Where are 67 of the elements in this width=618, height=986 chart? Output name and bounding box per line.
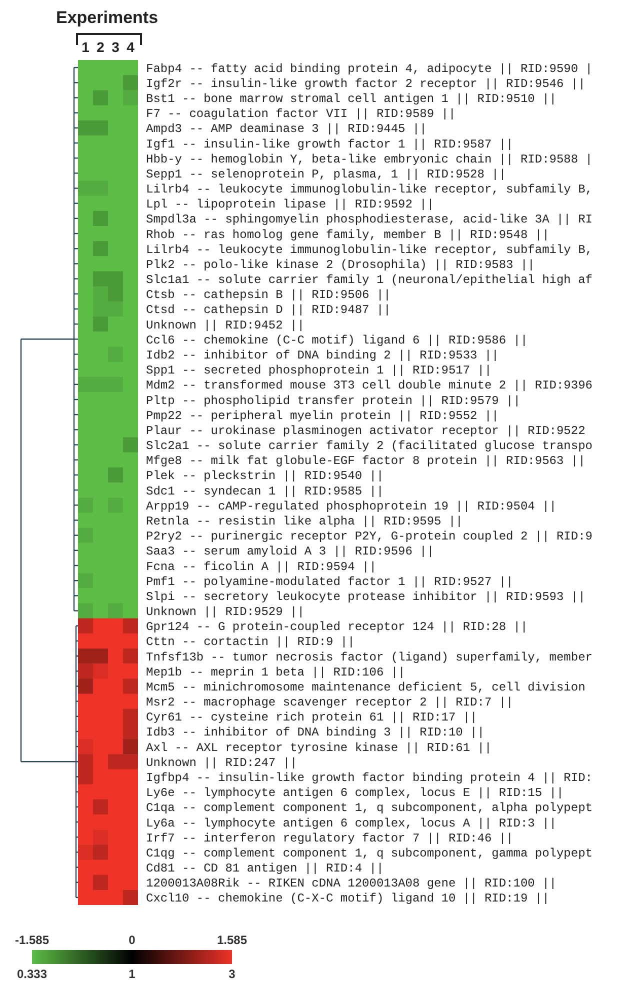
y-tick-label: Plk2 -- polo-like kinase 2 (Drosophila) || RID:9583 || — [146, 258, 535, 272]
y-tick-label: Hbb-y -- hemoglobin Y, beta-like embryonic chain || RID:9588 | — [146, 152, 592, 166]
y-tick-label: Unknown || RID:247 || — [146, 756, 298, 770]
text: 0.333 — [16, 967, 48, 981]
x-tick-label: 3 — [112, 39, 120, 55]
y-tick-label: Mfge8 -- milk fat globule-EGF factor 8 protein || RID:9563 || — [146, 454, 586, 468]
y-tick-label: Plek -- pleckstrin || RID:9540 || — [146, 469, 384, 484]
y-tick-label: Lilrb4 -- leukocyte immunoglobulin-like receptor, subfamily B, — [146, 242, 592, 257]
y-tick-label: Msr2 -- macrophage scavenger receptor 2 || RID:7 || — [146, 696, 514, 710]
y-tick-label: Ctsb -- cathepsin B || RID:9506 || — [146, 288, 391, 302]
y-tick-label: Cyr61 -- cysteine rich protein 61 || RID:17 || — [146, 710, 478, 725]
y-tick-label: Ctsd -- cathepsin D || RID:9487 || — [146, 303, 391, 318]
y-tick-label: Fcna -- ficolin A || RID:9594 || — [146, 560, 376, 574]
y-tick-label: Lilrb4 -- leukocyte immunoglobulin-like receptor, subfamily B, — [146, 182, 592, 197]
y-tick-label: Igfbp4 -- insulin-like growth factor binding protein 4 || RID: — [146, 771, 592, 785]
x-tick-label: 2 — [96, 39, 105, 55]
y-tick-label: Cttn -- cortactin || RID:9 || — [146, 635, 355, 650]
y-tick-label: Pmp22 -- peripheral myelin protein || RID:9552 || — [146, 408, 499, 423]
y-tick-label: Igf1 -- insulin-like growth factor 1 || RID:9587 || — [146, 137, 514, 152]
y-tick-label: Igf2r -- insulin-like growth factor 2 receptor || RID:9546 || — [146, 76, 586, 91]
y-tick-label: Axl -- AXL receptor tyrosine kinase || RID:61 || — [146, 740, 492, 755]
y-tick-label: C1qa -- complement component 1, q subcomponent, alpha polypept — [146, 801, 592, 816]
x-tick-label: 4 — [126, 39, 135, 55]
y-tick-label: Ly6e -- lymphocyte antigen 6 complex, locus E || RID:15 || — [146, 786, 564, 800]
y-tick-label: Smpdl3a -- sphingomyelin phosphodiesterase, acid-like 3A || RI — [146, 212, 592, 227]
chart-title: Experiments — [56, 8, 158, 28]
y-tick-label: Irf7 -- interferon regulatory factor 7 || RID:46 || — [146, 831, 514, 846]
x-tick-label: 1 — [82, 39, 90, 55]
y-tick-label: Mdm2 -- transformed mouse 3T3 cell double minute 2 || RID:9396 — [146, 378, 592, 393]
y-tick-label: F7 -- coagulation factor VII || RID:9589 || — [146, 107, 456, 122]
y-tick-label: Ccl6 -- chemokine (C-C motif) ligand 6 || RID:9586 || — [146, 333, 528, 348]
y-tick-label: Ly6a -- lymphocyte antigen 6 complex, locus A || RID:3 || — [146, 816, 556, 830]
y-tick-label: Cxcl10 -- chemokine (C-X-C motif) ligand 10 || RID:19 || — [146, 892, 550, 906]
y-tick-label: Fabp4 -- fatty acid binding protein 4, adipocyte || RID:9590 | — [146, 62, 592, 76]
y-tick-label: C1qg -- complement component 1, q subcomponent, gamma polypept — [146, 846, 592, 860]
y-tick-label: Retnla -- resistin like alpha || RID:9595 || — [146, 514, 463, 528]
text: 1 — [128, 967, 136, 981]
y-tick-label: Idb3 -- inhibitor of DNA binding 3 || RID:10 || — [146, 726, 484, 740]
y-tick-label: Slc1a1 -- solute carrier family 1 (neuronal/epithelial high af — [146, 273, 592, 288]
y-tick-label: Idb2 -- inhibitor of DNA binding 2 || RID:9533 || — [146, 348, 499, 362]
y-tick-label: Saa3 -- serum amyloid A 3 || RID:9596 || — [146, 544, 434, 559]
y-tick-label: Cd81 -- CD 81 antigen || RID:4 || — [146, 862, 384, 876]
y-tick-label: Unknown || RID:9529 || — [146, 605, 304, 620]
y-tick-label: Gpr124 -- G protein-coupled receptor 124 || RID:28 || — [146, 620, 528, 634]
y-tick-label: Sdc1 -- syndecan 1 || RID:9585 || — [146, 484, 384, 498]
text: 3 — [228, 967, 236, 981]
y-tick-label: Lpl -- lipoprotein lipase || RID:9592 || — [146, 198, 434, 212]
y-tick-label: P2ry2 -- purinergic receptor P2Y, G-protein coupled 2 || RID:9 — [146, 530, 592, 544]
y-tick-label: Spp1 -- secreted phosphoprotein 1 || RID:9517 || — [146, 364, 492, 378]
y-tick-label: Rhob -- ras homolog gene family, member B || RID:9548 || — [146, 228, 550, 242]
color-bar-label: 0 — [128, 933, 136, 947]
y-tick-label: Unknown || RID:9452 || — [146, 318, 304, 332]
y-tick-label: Mcm5 -- minichromosome maintenance deficient 5, cell division — [146, 680, 586, 694]
y-tick-label: 1200013A08Rik -- RIKEN cDNA 1200013A08 gene || RID:100 || — [146, 876, 556, 891]
y-tick-label: Bst1 -- bone marrow stromal cell antigen 1 || RID:9510 || — [146, 92, 556, 106]
y-tick-label: Mep1b -- meprin 1 beta || RID:106 || — [146, 665, 406, 680]
y-tick-label: Sepp1 -- selenoprotein P, plasma, 1 || RID:9528 || — [146, 167, 506, 182]
y-tick-label: Tnfsf13b -- tumor necrosis factor (ligand) superfamily, member — [146, 650, 592, 664]
y-tick-label: Pmf1 -- polyamine-modulated factor 1 || RID:9527 || — [146, 574, 514, 589]
y-tick-label: Arpp19 -- cAMP-regulated phosphoprotein 19 || RID:9504 || — [146, 499, 556, 514]
color-bar-label: 1.585 — [216, 933, 248, 947]
y-tick-label: Pltp -- phospholipid transfer protein || RID:9579 || — [146, 394, 520, 408]
y-tick-label: Slc2a1 -- solute carrier family 2 (facilitated glucose transpo — [146, 439, 592, 454]
y-tick-label: Ampd3 -- AMP deaminase 3 || RID:9445 || — [146, 122, 427, 136]
y-tick-label: Plaur -- urokinase plasminogen activator receptor || RID:9522 — [146, 424, 586, 438]
color-bar-label: -1.585 — [14, 933, 50, 947]
y-tick-label: Slpi -- secretory leukocyte protease inhibitor || RID:9593 || — [146, 590, 586, 604]
